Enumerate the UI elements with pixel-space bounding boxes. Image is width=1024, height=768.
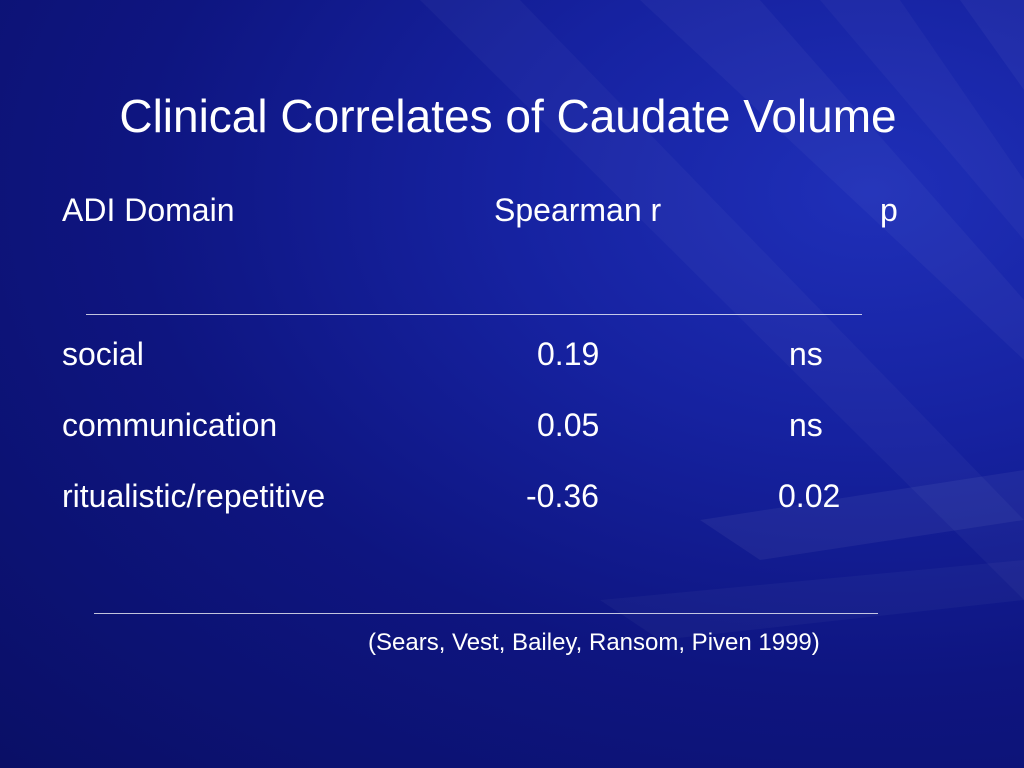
header-adi-domain: ADI Domain bbox=[62, 192, 235, 228]
row-p-social: ns bbox=[789, 336, 823, 372]
row-domain-communication: communication bbox=[62, 407, 278, 443]
row-p-ritualistic: 0.02 bbox=[778, 478, 841, 514]
row-domain-ritualistic: ritualistic/repetitive bbox=[62, 478, 326, 514]
citation-divider bbox=[94, 613, 878, 614]
row-r-ritualistic: -0.36 bbox=[526, 478, 599, 514]
row-r-social: 0.19 bbox=[537, 336, 600, 372]
table-header-divider bbox=[86, 314, 862, 315]
citation: (Sears, Vest, Bailey, Ransom, Piven 1999… bbox=[368, 629, 820, 656]
header-spearman-r: Spearman r bbox=[494, 192, 662, 228]
row-p-communication: ns bbox=[789, 407, 823, 443]
row-r-communication: 0.05 bbox=[537, 407, 600, 443]
row-domain-social: social bbox=[62, 336, 144, 372]
header-p: p bbox=[880, 192, 898, 228]
slide-title: Clinical Correlates of Caudate Volume bbox=[119, 90, 897, 142]
